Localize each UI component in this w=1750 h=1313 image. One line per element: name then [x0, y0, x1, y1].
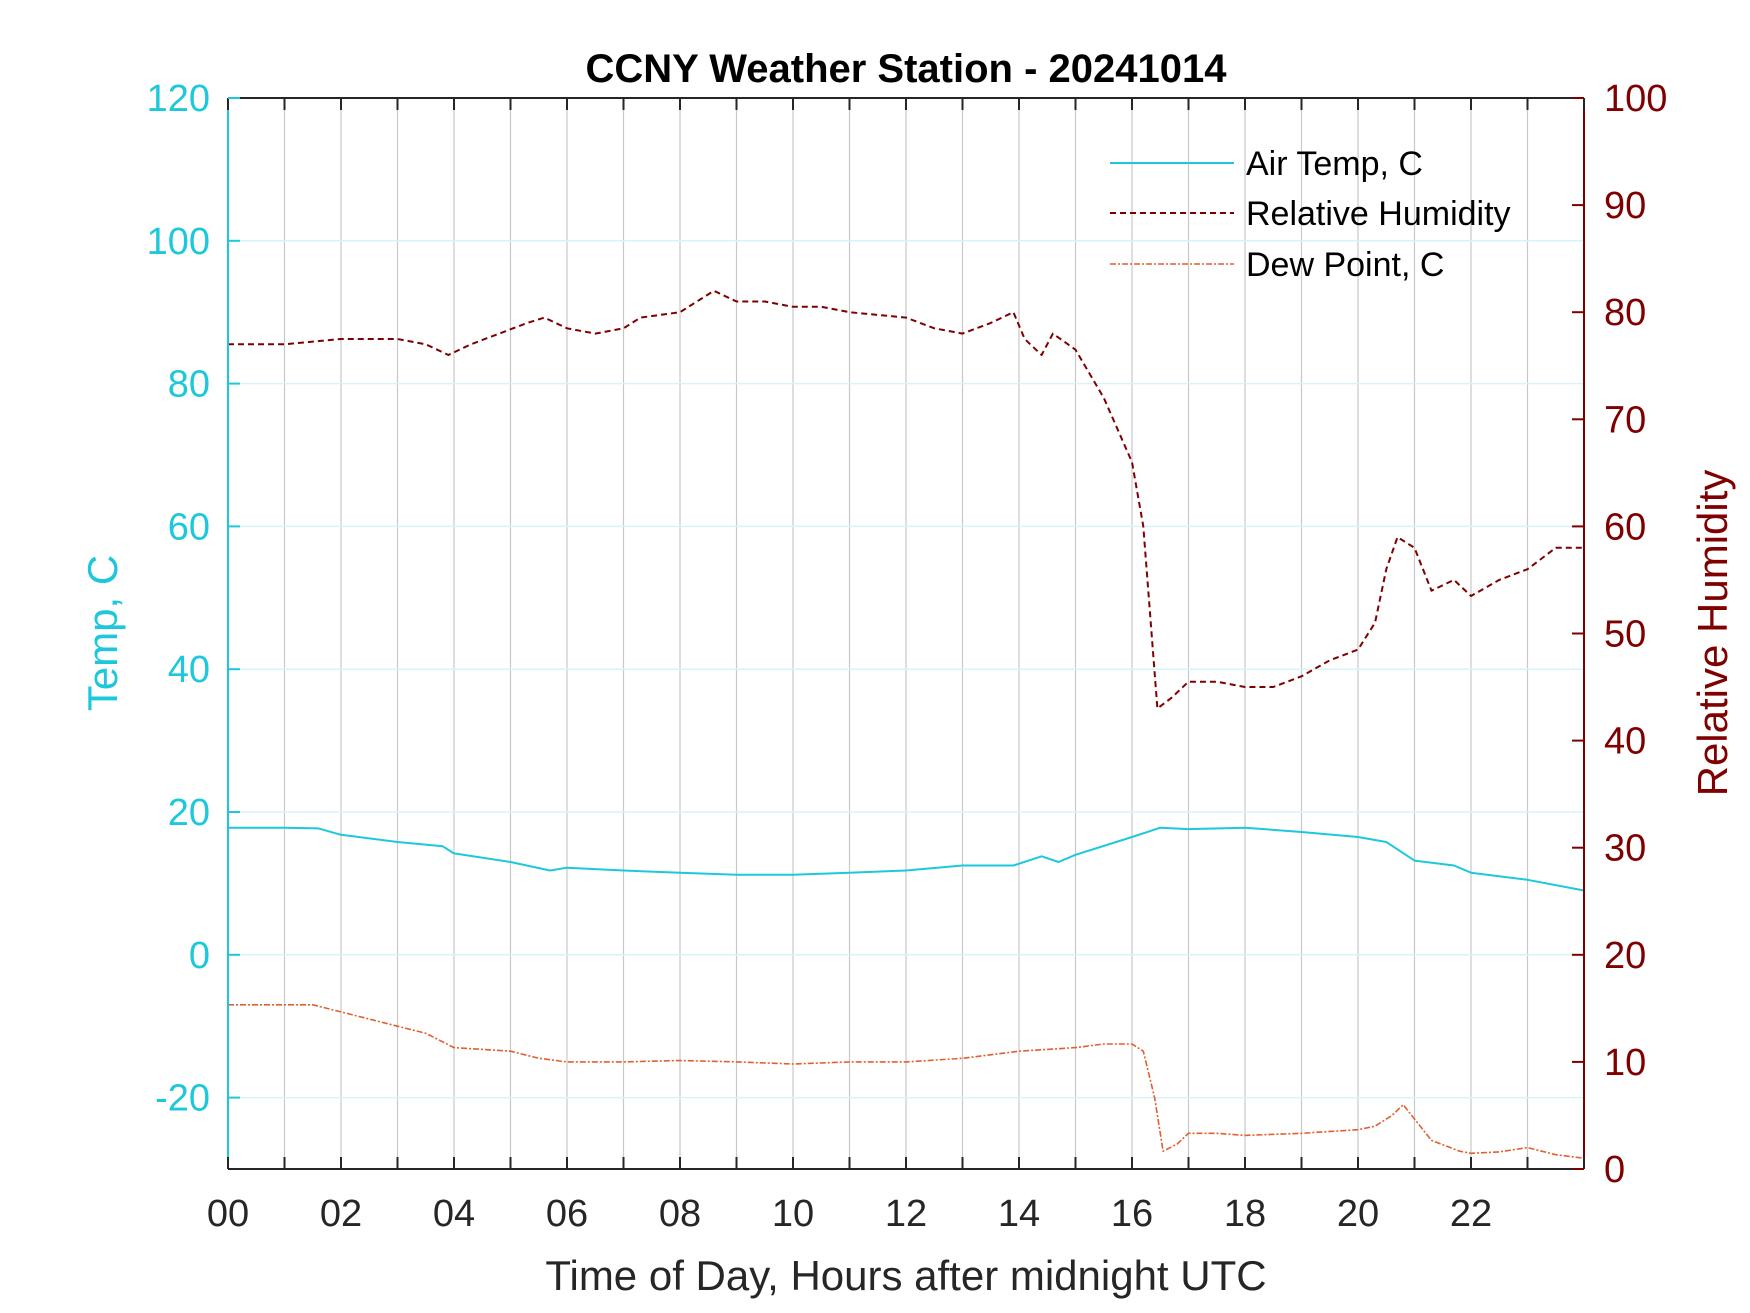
legend-label-air-temp: Air Temp, C [1246, 145, 1423, 183]
x-tick-label: 08 [659, 1193, 701, 1235]
y-right-tick-label: 40 [1604, 721, 1646, 763]
y-left-tick-label: 60 [168, 506, 210, 548]
y-right-tick-label: 50 [1604, 614, 1646, 656]
series-humidity-line [228, 289, 1584, 710]
x-tick-label: 16 [1111, 1193, 1153, 1235]
x-axis-label: Time of Day, Hours after midnight UTC [545, 1252, 1266, 1299]
y-axis-right-label: Relative Humidity [1689, 470, 1736, 797]
y-left-tick-label: 40 [168, 649, 210, 691]
series-layer [228, 289, 1585, 1160]
y-right-tick-label: 90 [1604, 185, 1646, 227]
y-right-tick-label: 10 [1604, 1042, 1646, 1084]
tick-labels: 00 02 04 06 08 10 12 14 16 18 20 22-200204060801001… [147, 78, 1668, 1235]
y-right-tick-label: 80 [1604, 292, 1646, 334]
x-tick-label: 22 [1450, 1193, 1492, 1235]
vertical-grid [283, 98, 1529, 1169]
x-tick-label: 18 [1224, 1193, 1266, 1235]
y-left-tick-label: 20 [168, 792, 210, 834]
y-right-tick-label: 0 [1604, 1149, 1625, 1191]
x-tick-label: 04 [433, 1193, 475, 1235]
series-dew-point-line [228, 1003, 1585, 1160]
legend-label-dew-point: Dew Point, C [1246, 246, 1444, 284]
axes-layer [227, 97, 1585, 1170]
y-right-tick-label: 60 [1604, 506, 1646, 548]
y-axis-left-label: Temp, C [79, 555, 126, 711]
x-tick-label: 06 [546, 1193, 588, 1235]
y-left-tick-label: 100 [147, 221, 210, 263]
y-right-tick-label: 100 [1604, 78, 1667, 120]
y-right-tick-label: 70 [1604, 399, 1646, 441]
y-right-tick-label: 20 [1604, 935, 1646, 977]
y-left-tick-label: 0 [189, 935, 210, 977]
series-air-temp-line [228, 826, 1585, 892]
legend-label-humidity: Relative Humidity [1246, 195, 1511, 233]
y-right-tick-label: 30 [1604, 828, 1646, 870]
y-left-tick-label: -20 [155, 1078, 210, 1120]
horizontal-grid [228, 240, 1584, 1099]
x-tick-label: 20 [1337, 1193, 1379, 1235]
x-tick-label: 00 [207, 1193, 249, 1235]
x-tick-label: 14 [998, 1193, 1040, 1235]
y-left-tick-label: 120 [147, 78, 210, 120]
legend: Air Temp, C Relative Humidity Dew Point,… [1110, 145, 1511, 284]
chart-title: CCNY Weather Station - 20241014 [586, 47, 1228, 91]
x-tick-label: 02 [320, 1193, 362, 1235]
x-tick-label: 12 [885, 1193, 927, 1235]
y-left-tick-label: 80 [168, 364, 210, 406]
x-tick-label: 10 [772, 1193, 814, 1235]
